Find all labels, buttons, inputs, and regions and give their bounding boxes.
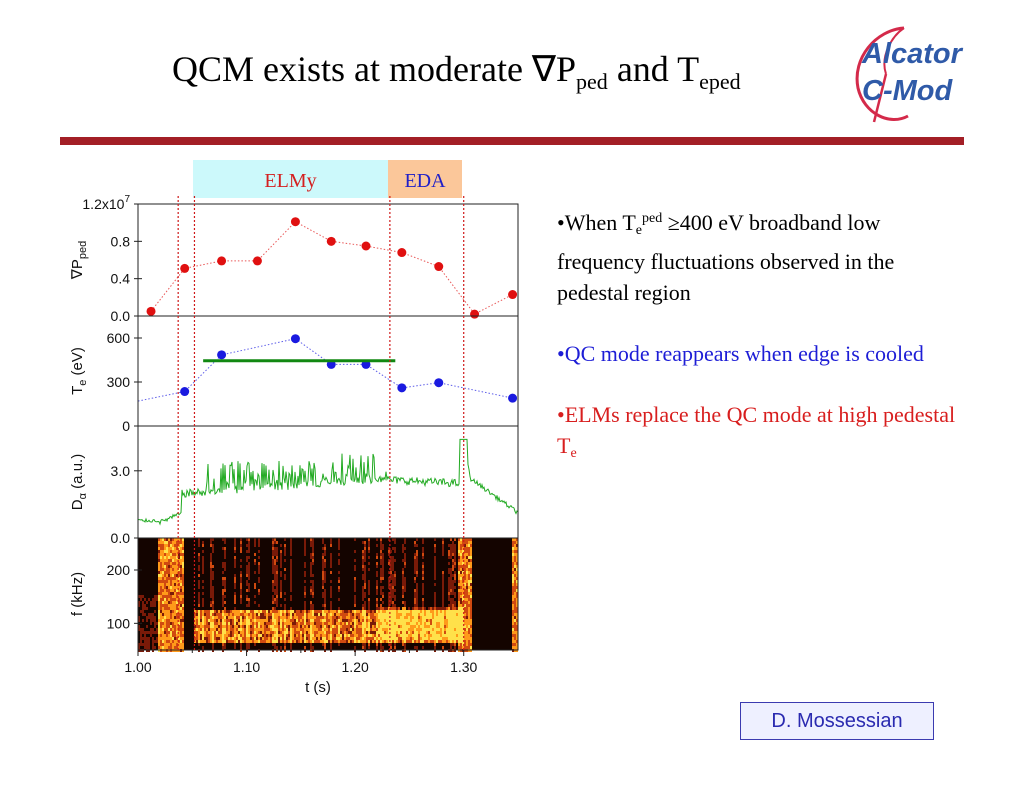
y-tick-label: 0 xyxy=(122,418,130,434)
y-axis-label: ∇Pped xyxy=(69,241,89,280)
x-tick-label: 1.10 xyxy=(233,659,260,675)
bullet-3: •ELMs replace the QC mode at high pedest… xyxy=(557,402,956,461)
te-point xyxy=(434,378,444,388)
y-tick-label: 100 xyxy=(107,615,131,631)
gradp-point xyxy=(434,262,444,272)
y-tick-label: 0.0 xyxy=(111,308,131,324)
gradp-point xyxy=(326,236,336,246)
x-axis-label: t (s) xyxy=(305,679,331,696)
svg-text:Alcator: Alcator xyxy=(861,38,964,70)
gradp-point xyxy=(361,241,371,251)
slide-title: QCM exists at moderate ∇Pped and Teped xyxy=(172,49,741,94)
y-axis-label: f (kHz) xyxy=(69,572,86,616)
gradp-point xyxy=(217,256,227,266)
x-tick-label: 1.30 xyxy=(450,659,477,675)
gradp-point xyxy=(252,256,262,266)
svg-text:C-Mod: C-Mod xyxy=(862,75,953,107)
y-tick-label: 600 xyxy=(107,330,131,346)
gradp-point xyxy=(508,290,518,300)
author-credit: D. Mossessian xyxy=(740,702,934,740)
te-point xyxy=(217,350,227,360)
te-point xyxy=(397,383,407,393)
bullet-list: •When Teped ≥400 eV broadband low freque… xyxy=(557,203,967,499)
y-tick-label: 3.0 xyxy=(111,463,131,479)
x-tick-label: 1.20 xyxy=(342,659,369,675)
panel-frame xyxy=(137,537,519,651)
elmy-band: ELMy xyxy=(193,160,388,198)
gradp-series xyxy=(146,217,518,319)
y-axis-label: Dα (a.u.) xyxy=(69,454,89,510)
alcator-cmod-logo: Alcator C-Mod xyxy=(855,26,964,123)
bullet-1: •When Teped ≥400 eV broadband low freque… xyxy=(557,210,895,305)
gradp-point xyxy=(146,306,156,316)
te-point xyxy=(508,393,518,403)
y-axis-label: Te (eV) xyxy=(69,347,89,395)
te-point xyxy=(290,334,300,344)
gradp-point xyxy=(397,248,407,258)
y-tick-label: 0.8 xyxy=(111,233,131,249)
y-tick-label: 0.4 xyxy=(111,271,131,287)
x-tick-label: 1.00 xyxy=(124,659,151,675)
y-max-label: 1.2x107 xyxy=(82,194,130,212)
gradp-point xyxy=(180,263,190,273)
gradp-point xyxy=(290,217,300,227)
eda-band: EDA xyxy=(388,160,462,198)
dalpha-trace xyxy=(137,438,519,526)
y-tick-label: 300 xyxy=(107,374,131,390)
title-rule xyxy=(60,137,964,145)
te-point xyxy=(180,387,190,397)
multi-panel-chart: 0.0 0.4 0.8 ∇Pped 0 300 600 Te (eV) 0.0 3.0 Dα (a.… xyxy=(69,194,519,696)
y-tick-label: 200 xyxy=(107,562,131,578)
y-tick-label: 0.0 xyxy=(111,530,131,546)
bullet-2: •QC mode reappears when edge is cooled xyxy=(557,341,924,366)
gradp-line xyxy=(150,221,513,315)
gradp-point xyxy=(470,309,480,319)
